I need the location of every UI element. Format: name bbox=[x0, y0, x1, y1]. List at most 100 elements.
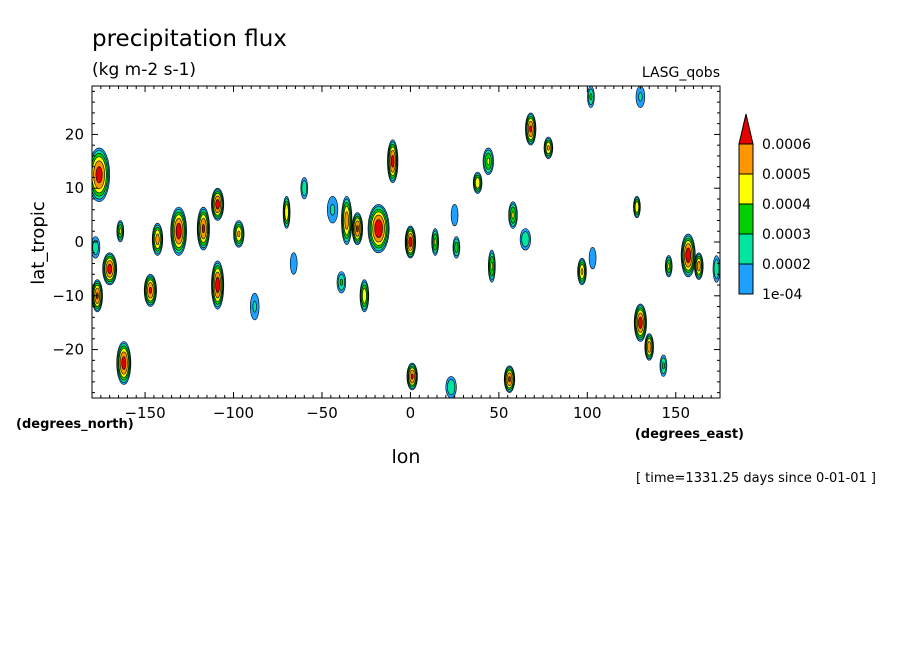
contour-level-5 bbox=[580, 268, 584, 275]
precip-cell bbox=[250, 292, 260, 321]
precip-cell bbox=[289, 252, 298, 275]
precip-cell bbox=[196, 206, 210, 251]
y-tick-label: 20 bbox=[65, 125, 84, 143]
contour-level-4 bbox=[634, 201, 640, 213]
precip-cell bbox=[211, 260, 225, 310]
color-legend: 1e-04 0.0002 0.0003 0.0004 0.0005 0.0006 bbox=[738, 113, 811, 303]
contour-level-5 bbox=[155, 233, 160, 246]
x-tick-label: 0 bbox=[406, 404, 416, 422]
precip-cell bbox=[445, 376, 457, 398]
contour-level-5 bbox=[237, 230, 241, 238]
precip-cell bbox=[359, 279, 370, 313]
precip-cell bbox=[487, 249, 496, 283]
chart-subtitle: (kg m-2 s-1) bbox=[92, 60, 196, 80]
precip-cell bbox=[341, 196, 353, 246]
precip-cell bbox=[482, 147, 494, 176]
precip-cell bbox=[116, 220, 125, 243]
precip-cell bbox=[644, 333, 654, 361]
contour-level-1 bbox=[588, 247, 597, 270]
y-tick-label: −20 bbox=[52, 341, 84, 359]
x-units-label: (degrees_east) bbox=[635, 427, 744, 442]
precip-cell bbox=[116, 341, 132, 385]
y-tick-labels: −20 −10 0 10 20 bbox=[52, 125, 84, 358]
precip-cell bbox=[143, 273, 157, 307]
contour-level-3 bbox=[339, 278, 344, 286]
legend-label: 0.0005 bbox=[762, 167, 811, 183]
dataset-label: LASG_qobs bbox=[642, 65, 720, 81]
x-tick-label: 100 bbox=[573, 404, 602, 422]
legend-label: 0.0006 bbox=[762, 137, 811, 153]
x-tick-label: −100 bbox=[213, 404, 254, 422]
precip-cell bbox=[102, 252, 118, 286]
precip-cell bbox=[431, 228, 440, 256]
contour-level-3 bbox=[454, 241, 459, 253]
x-tick-label: 150 bbox=[661, 404, 690, 422]
contour-level-2 bbox=[92, 239, 99, 255]
x-tick-labels: −150 −100 −50 0 50 100 150 bbox=[124, 404, 690, 422]
contour-level-4 bbox=[511, 211, 515, 219]
contour-level-6 bbox=[408, 236, 413, 248]
contour-level-5 bbox=[344, 211, 349, 230]
precip-cell bbox=[587, 86, 595, 108]
contour-level-6 bbox=[201, 224, 205, 234]
contour-level-3 bbox=[662, 362, 665, 370]
precip-cell bbox=[404, 225, 417, 259]
contour-level-6 bbox=[215, 276, 220, 294]
contour-level-6 bbox=[148, 286, 152, 294]
x-tick-label: −50 bbox=[306, 404, 338, 422]
contour-level-2 bbox=[521, 231, 530, 248]
contour-level-4 bbox=[475, 177, 481, 189]
precip-cell bbox=[635, 86, 646, 108]
legend-swatch bbox=[738, 233, 754, 265]
contour-level-6 bbox=[685, 247, 692, 264]
contour-level-6 bbox=[529, 125, 533, 133]
x-tick-label: 50 bbox=[489, 404, 508, 422]
contour-level-6 bbox=[374, 219, 383, 238]
precip-cell bbox=[233, 220, 245, 248]
contour-level-2 bbox=[713, 259, 720, 279]
precip-cell bbox=[588, 247, 597, 270]
precip-cell bbox=[633, 303, 647, 342]
legend-label: 0.0003 bbox=[762, 227, 811, 243]
legend-arrow bbox=[738, 113, 754, 145]
precip-cell bbox=[170, 206, 187, 256]
x-tick-label: −150 bbox=[124, 404, 165, 422]
precip-cell bbox=[519, 228, 532, 251]
y-units-label: (degrees_north) bbox=[16, 417, 134, 432]
contour-level-5 bbox=[647, 341, 652, 353]
contour-level-1 bbox=[450, 204, 459, 227]
precip-cell bbox=[351, 212, 364, 246]
x-axis-label: lon bbox=[392, 446, 421, 468]
contour-level-2 bbox=[252, 300, 257, 313]
precip-cell bbox=[282, 195, 291, 229]
precip-cell bbox=[503, 365, 516, 393]
contour-level-4 bbox=[362, 288, 367, 304]
precip-cell bbox=[336, 271, 347, 294]
contour-level-5 bbox=[696, 261, 701, 272]
contour-level-6 bbox=[121, 356, 127, 370]
precip-cell bbox=[633, 195, 641, 219]
legend-swatch bbox=[738, 173, 754, 205]
contour-level-4 bbox=[486, 157, 490, 166]
precip-cell bbox=[659, 354, 668, 377]
precip-cell bbox=[327, 196, 339, 224]
precip-cell bbox=[508, 201, 518, 229]
precip-cell bbox=[525, 112, 537, 146]
precip-cell bbox=[387, 139, 399, 184]
chart-title: precipitation flux bbox=[92, 26, 287, 52]
precip-cell bbox=[300, 177, 309, 200]
contour-level-6 bbox=[356, 225, 359, 233]
legend-label: 0.0002 bbox=[762, 257, 811, 273]
precip-cell bbox=[367, 204, 390, 254]
legend-swatch bbox=[738, 203, 754, 235]
precip-cell bbox=[211, 187, 225, 221]
contour-level-4 bbox=[119, 228, 122, 235]
contour-level-5 bbox=[547, 145, 550, 151]
precip-cell bbox=[694, 252, 704, 280]
contour-level-6 bbox=[508, 376, 511, 383]
contour-level-6 bbox=[107, 263, 113, 275]
y-tick-label: 0 bbox=[74, 233, 84, 251]
precip-cell bbox=[450, 204, 459, 227]
contour-fields bbox=[92, 86, 720, 398]
precip-cell bbox=[680, 233, 696, 278]
